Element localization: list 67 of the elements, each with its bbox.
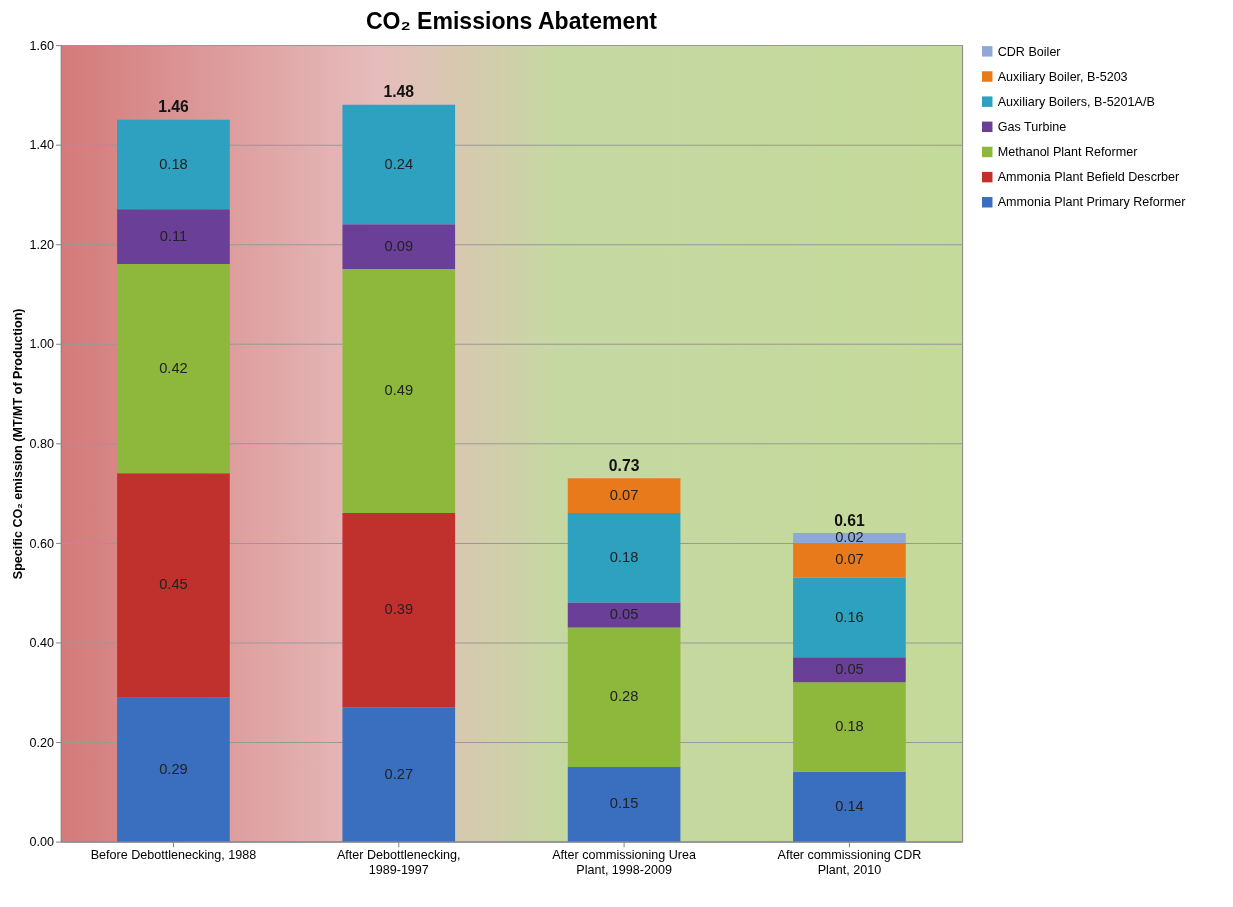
data-label: 0.49: [384, 382, 414, 399]
bar: [793, 542, 906, 578]
y-tick-label: 0.40: [29, 636, 54, 651]
y-tick-label: 1.40: [29, 138, 54, 153]
x-tick-label: After commissioning CDR Plant, 2010: [777, 847, 922, 877]
bar: [793, 657, 906, 683]
bar: [567, 513, 681, 603]
bar: [567, 478, 681, 514]
legend-label: Ammonia Plant Primary Reformer: [997, 195, 1186, 210]
data-label: 0.28: [609, 688, 639, 705]
y-tick-label: 1.00: [29, 337, 54, 352]
data-label: 0.18: [609, 549, 639, 565]
chart-title: CO₂ Emissions Abatement: [365, 8, 658, 35]
bar: [117, 473, 230, 698]
bar: [342, 104, 456, 225]
bar: [793, 682, 906, 772]
data-label: 0.39: [384, 601, 414, 618]
bar: [793, 771, 906, 842]
data-label: 0.16: [835, 608, 864, 625]
y-tick-label: 0.20: [29, 735, 54, 750]
data-label: 0.42: [159, 359, 188, 376]
bar: [117, 119, 230, 210]
legend-label: Auxiliary Boiler, B-5203: [997, 69, 1128, 84]
data-label: 0.15: [609, 795, 639, 812]
y-tick-label: 1.20: [29, 237, 54, 252]
data-label: 0.14: [835, 797, 864, 814]
bar: [342, 269, 456, 514]
y-tick-label: 0.80: [29, 437, 54, 452]
legend-label: Gas Turbine: [997, 120, 1067, 134]
bar: [567, 766, 681, 842]
legend-label: CDR Boiler: [997, 44, 1061, 59]
data-label: 0.05: [609, 606, 639, 623]
y-tick-label: 0.00: [29, 835, 54, 850]
data-label: 0.29: [159, 760, 188, 777]
data-label: 0.18: [159, 155, 188, 172]
data-label: 0.02: [835, 529, 864, 546]
legend-label: Ammonia Plant Befield Descrber: [997, 170, 1180, 185]
total-label: 1.46: [158, 98, 190, 116]
bar: [567, 627, 681, 767]
data-label: 0.45: [159, 576, 188, 593]
data-label: 0.07: [835, 551, 864, 568]
data-label: 0.07: [609, 486, 639, 503]
x-tick-label: Before Debottlenecking, 1988: [90, 847, 257, 862]
bar: [793, 577, 906, 658]
total-label: 0.61: [834, 511, 865, 529]
y-tick-label: 1.60: [29, 38, 54, 53]
bar: [117, 697, 230, 842]
data-label: 0.27: [384, 765, 414, 782]
data-label: 0.18: [835, 718, 864, 735]
bar: [567, 602, 681, 628]
total-label: 0.73: [608, 456, 640, 474]
bar: [117, 264, 230, 474]
x-tick-label: After Debottlenecking, 1989-1997: [336, 847, 461, 877]
data-label: 0.11: [159, 227, 188, 244]
bar: [117, 209, 230, 265]
bar: [342, 224, 456, 270]
legend-label: Methanol Plant Reformer: [997, 145, 1138, 160]
bar: [342, 513, 456, 708]
y-axis-title: Specific CO₂ emission (MT/MT of Production): [11, 308, 26, 580]
total-label: 1.48: [383, 83, 415, 101]
legend-label: Auxiliary Boilers, B-5201A/B: [997, 94, 1155, 109]
data-label: 0.24: [384, 155, 414, 172]
x-tick-label: After commissioning Urea Plant, 1998-2009: [552, 847, 697, 877]
data-label: 0.09: [384, 237, 414, 254]
data-label: 0.05: [835, 661, 864, 678]
bar: [342, 707, 456, 842]
y-tick-label: 0.60: [29, 536, 54, 551]
